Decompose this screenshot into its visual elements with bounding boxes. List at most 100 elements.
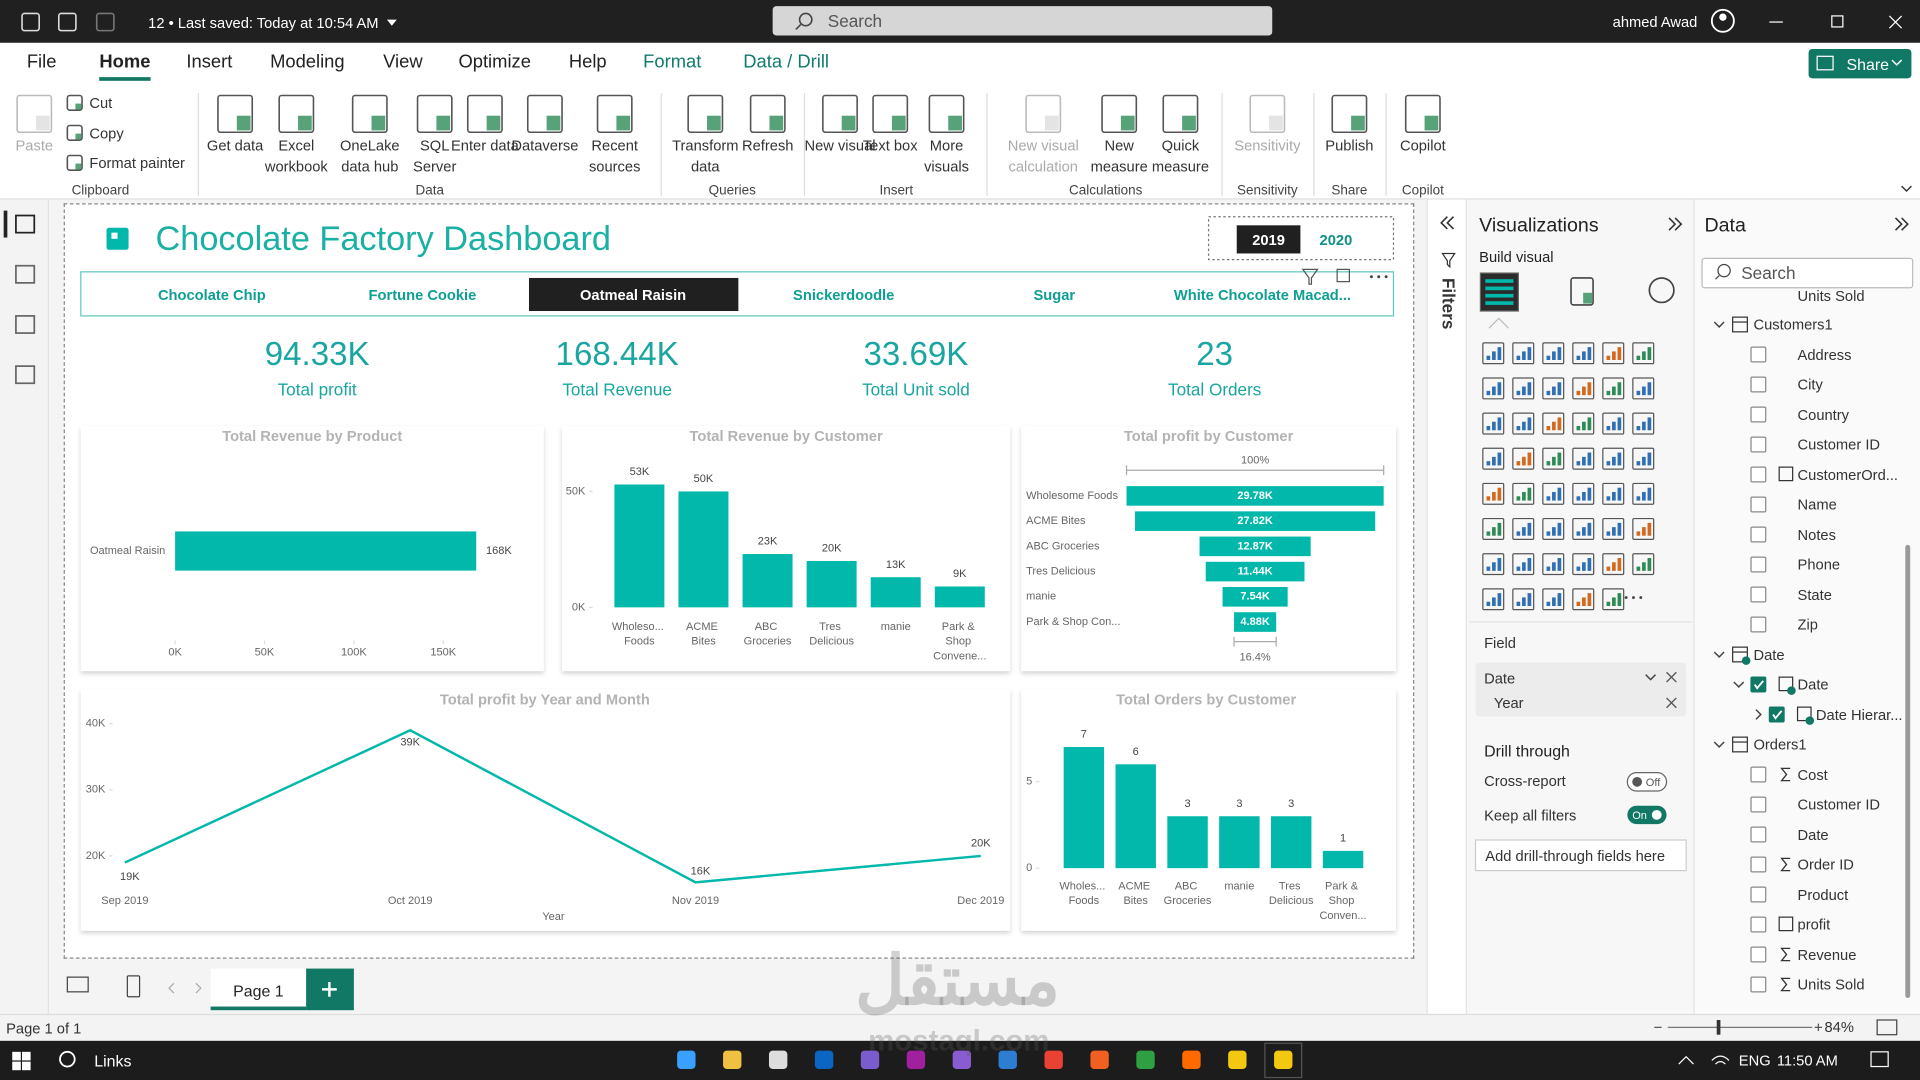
ribbon-icon-accent [891,115,906,131]
ribbon-button[interactable]: Transform data [672,137,739,176]
menu-tab[interactable]: Modeling [270,51,345,73]
field-name[interactable]: Customer ID [1797,795,1881,814]
chevron [1891,59,1903,66]
visual-type-icon [1602,588,1625,611]
product-button[interactable]: Chocolate Chip [157,286,266,304]
field-name[interactable]: Date [1797,825,1829,844]
field-name[interactable]: Date Hierar... [1815,705,1903,724]
ribbon-button[interactable]: Quick measure [1151,137,1209,176]
field-name[interactable]: Order ID [1797,855,1854,874]
search-box[interactable] [772,6,1273,36]
visual-type-glyph [1486,566,1491,571]
ribbon-button[interactable]: Recent sources [588,137,641,176]
ribbon-button[interactable]: Paste [15,137,54,155]
data-search-placeholder[interactable]: Search [1741,263,1796,283]
ribbon-button[interactable]: More visuals [924,137,969,176]
ribbon-small-button[interactable]: Copy [89,124,124,142]
ribbon-button[interactable]: Dataverse [511,137,579,155]
ribbon-button[interactable]: Copilot [1399,137,1446,155]
visual-type-glyph [1486,355,1491,361]
search-placeholder[interactable]: Search [827,11,883,31]
field-name[interactable]: CustomerOrd... [1797,465,1898,484]
ribbon-button[interactable]: Refresh [742,137,794,155]
table-name[interactable]: Orders1 [1753,735,1807,754]
toggle-state[interactable]: On [1632,809,1647,822]
field-name[interactable]: Name [1797,495,1837,514]
product-button[interactable]: Sugar [1033,286,1076,304]
data-label: 16K [691,865,711,877]
ribbon-button[interactable]: Excel workbook [264,137,328,176]
remove-icon [1666,697,1677,709]
field-name[interactable]: State [1797,585,1832,604]
data-label: 53K [630,466,650,478]
ribbon-button[interactable]: Publish [1325,137,1374,155]
ribbon-button[interactable]: New visual [804,137,876,155]
menu-tab[interactable]: Home [99,51,151,73]
ribbon-button[interactable]: Sensitivity [1234,137,1301,155]
ribbon-button[interactable]: Text box [862,137,918,155]
ribbon-small-button[interactable]: Format painter [89,154,185,172]
product-button[interactable]: Oatmeal Raisin [579,286,687,304]
field-name[interactable]: Revenue [1797,945,1857,964]
menu-tab[interactable]: Format [643,51,702,73]
ribbon-icon [749,94,786,134]
ribbon-button[interactable]: Get data [206,137,264,155]
visual-type-glyph [1612,562,1616,571]
menu-tab[interactable]: Optimize [458,51,531,73]
toggle-state[interactable]: Off [1645,776,1661,789]
taskbar-app [1182,1050,1201,1069]
menu-tab[interactable]: Insert [186,51,233,73]
field-name[interactable]: Country [1797,405,1850,424]
field-name[interactable]: Phone [1797,555,1841,574]
menu-tab[interactable]: File [26,51,57,73]
taskbar-search: Links [94,1051,132,1070]
field-name[interactable]: Units Sold [1797,975,1865,994]
remove-icon [1666,671,1677,683]
year-button[interactable]: 2020 [1319,231,1353,249]
year-button[interactable]: 2019 [1252,231,1285,249]
field-name[interactable]: Date [1797,675,1829,694]
visual-type-icon [1632,342,1655,365]
field-name[interactable]: profit [1797,915,1831,934]
ribbon-button[interactable]: Enter data [450,137,519,155]
data-label: 23K [758,536,778,548]
page-tab-label[interactable]: Page 1 [233,981,284,1000]
ribbon-button[interactable]: New measure [1090,137,1148,176]
field-name[interactable]: Cost [1797,765,1828,784]
field-item[interactable]: Year [1493,694,1524,712]
ribbon-button[interactable]: OneLake data hub [339,137,400,176]
ribbon-small-button[interactable]: Cut [89,94,113,112]
product-button[interactable]: Fortune Cookie [368,286,477,304]
drill-drop-zone [1474,839,1687,872]
field-item[interactable]: Date [1484,669,1516,687]
y-tick-label: 5 [1026,776,1032,788]
product-button[interactable]: Snickerdoodle [793,286,895,304]
share-button[interactable] [1808,48,1912,79]
visual-type-icon [1542,342,1565,365]
x-tick-label: Dec 2019 [957,895,1004,907]
checkbox [1750,826,1767,843]
visual-type-glyph [1612,492,1616,501]
ribbon-button[interactable]: SQL Server [413,137,457,176]
visual-type-glyph [1612,351,1616,361]
notification-icon [1870,1051,1889,1068]
table-name[interactable]: Date [1753,645,1785,664]
menu-tab[interactable]: Help [568,51,607,73]
field-name[interactable]: Zip [1797,615,1818,634]
field-name[interactable]: Notes [1797,525,1836,544]
field-name[interactable]: Product [1797,885,1849,904]
visual-type-icon [1632,517,1655,541]
ribbon-button[interactable]: New visual calculation [1007,137,1079,176]
menu-tab[interactable]: View [383,51,423,73]
field-name[interactable]: Customer ID [1797,435,1881,454]
table-name[interactable]: Customers1 [1753,315,1833,334]
visual-type-glyph [1527,452,1532,466]
field-name[interactable]: Address [1797,345,1852,364]
menu-tab[interactable]: Data / Drill [743,51,829,73]
ribbon [0,85,1920,200]
field-name[interactable]: City [1797,375,1823,394]
product-button[interactable]: White Chocolate Macad... [1173,286,1352,304]
category-label: ACME Bites [1026,515,1086,527]
share-label[interactable]: Share [1846,54,1890,73]
toggle-knob [1651,810,1662,820]
